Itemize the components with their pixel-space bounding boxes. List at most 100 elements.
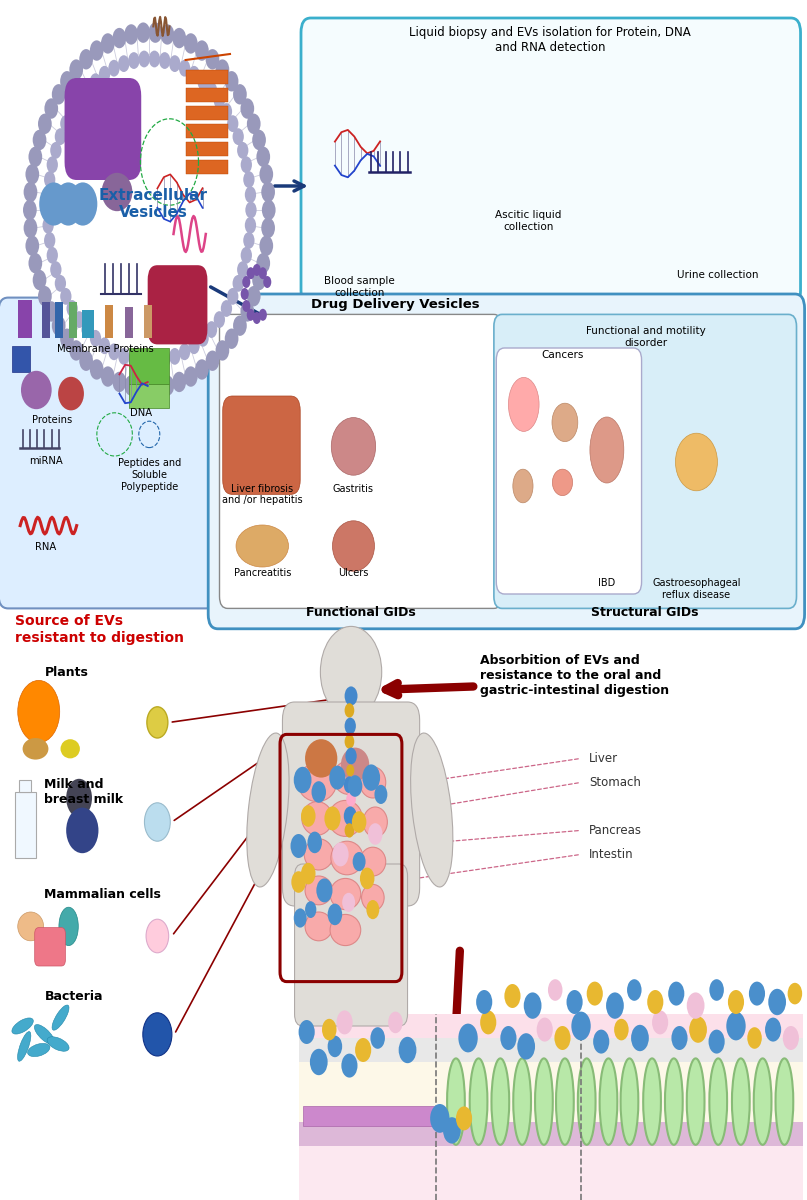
- Circle shape: [456, 1106, 472, 1130]
- Circle shape: [215, 59, 229, 79]
- Bar: [18, 300, 32, 338]
- Circle shape: [227, 115, 238, 132]
- FancyBboxPatch shape: [65, 78, 141, 180]
- Circle shape: [322, 1019, 337, 1040]
- Text: Drug Delivery Vesicles: Drug Delivery Vesicles: [311, 298, 479, 311]
- Circle shape: [143, 1013, 172, 1056]
- Circle shape: [480, 1010, 496, 1034]
- Circle shape: [108, 60, 119, 77]
- Circle shape: [28, 253, 42, 274]
- Ellipse shape: [35, 1025, 54, 1044]
- Text: Milk and
breast milk: Milk and breast milk: [44, 778, 123, 805]
- Circle shape: [161, 376, 174, 396]
- Circle shape: [747, 1027, 762, 1049]
- Circle shape: [587, 982, 603, 1006]
- Circle shape: [233, 316, 247, 336]
- Circle shape: [240, 247, 252, 264]
- Circle shape: [305, 901, 316, 918]
- Circle shape: [346, 764, 354, 776]
- Text: Proteins: Proteins: [32, 415, 73, 425]
- Circle shape: [291, 834, 307, 858]
- Bar: [129, 384, 169, 408]
- Circle shape: [184, 366, 198, 386]
- Circle shape: [188, 66, 199, 83]
- Circle shape: [687, 992, 705, 1019]
- Circle shape: [44, 301, 58, 322]
- Circle shape: [61, 329, 74, 349]
- Circle shape: [112, 372, 126, 392]
- Ellipse shape: [23, 738, 48, 760]
- Text: Liver fibrosis
and /or hepatitis: Liver fibrosis and /or hepatitis: [222, 484, 303, 505]
- Circle shape: [184, 34, 198, 54]
- Circle shape: [259, 235, 273, 256]
- Bar: [186, 106, 228, 120]
- Ellipse shape: [59, 907, 78, 946]
- Circle shape: [504, 984, 521, 1008]
- Ellipse shape: [58, 377, 84, 410]
- Ellipse shape: [552, 469, 572, 496]
- Text: Ascitic liquid
collection: Ascitic liquid collection: [495, 210, 562, 232]
- Circle shape: [294, 908, 307, 928]
- Ellipse shape: [776, 1058, 793, 1145]
- Circle shape: [548, 979, 562, 1001]
- Circle shape: [44, 172, 56, 188]
- Circle shape: [79, 49, 93, 70]
- Circle shape: [206, 49, 220, 70]
- Circle shape: [261, 182, 275, 203]
- Circle shape: [50, 142, 61, 158]
- Circle shape: [247, 308, 255, 320]
- Text: Mammalian cells: Mammalian cells: [44, 888, 161, 901]
- FancyBboxPatch shape: [148, 265, 207, 344]
- Circle shape: [69, 59, 83, 79]
- Circle shape: [214, 92, 225, 109]
- Bar: [186, 160, 228, 174]
- Bar: [299, 1146, 803, 1200]
- Ellipse shape: [508, 377, 539, 431]
- Ellipse shape: [305, 739, 337, 778]
- Circle shape: [66, 779, 92, 817]
- Circle shape: [124, 24, 138, 44]
- Circle shape: [148, 23, 162, 43]
- Circle shape: [352, 811, 366, 833]
- Circle shape: [240, 98, 254, 119]
- Ellipse shape: [600, 1058, 617, 1145]
- Ellipse shape: [360, 847, 386, 876]
- Ellipse shape: [330, 914, 361, 946]
- Circle shape: [537, 1018, 553, 1042]
- Ellipse shape: [360, 767, 386, 798]
- Circle shape: [709, 1030, 725, 1054]
- Circle shape: [443, 1117, 461, 1144]
- Circle shape: [324, 806, 341, 830]
- Circle shape: [257, 146, 270, 167]
- Circle shape: [147, 707, 168, 738]
- Circle shape: [261, 217, 275, 238]
- Circle shape: [709, 979, 724, 1001]
- Ellipse shape: [102, 173, 132, 211]
- Circle shape: [179, 343, 190, 360]
- Ellipse shape: [302, 802, 332, 835]
- Bar: [299, 1122, 803, 1146]
- Circle shape: [245, 202, 257, 218]
- Circle shape: [26, 164, 40, 185]
- Bar: [125, 307, 133, 338]
- Ellipse shape: [12, 1018, 33, 1034]
- Circle shape: [345, 686, 358, 706]
- Circle shape: [345, 703, 354, 718]
- Circle shape: [627, 979, 642, 1001]
- Circle shape: [237, 262, 249, 278]
- Circle shape: [328, 1036, 342, 1057]
- Circle shape: [554, 1026, 571, 1050]
- Circle shape: [765, 1018, 781, 1042]
- Text: Intestin: Intestin: [589, 848, 633, 860]
- Circle shape: [247, 286, 261, 306]
- Circle shape: [214, 311, 225, 328]
- Circle shape: [253, 130, 266, 150]
- Circle shape: [259, 268, 267, 280]
- Text: DNA: DNA: [130, 408, 153, 418]
- Circle shape: [224, 329, 238, 349]
- Ellipse shape: [247, 733, 289, 887]
- Ellipse shape: [332, 418, 376, 475]
- Circle shape: [458, 1024, 478, 1052]
- Circle shape: [606, 992, 624, 1019]
- Circle shape: [329, 766, 345, 790]
